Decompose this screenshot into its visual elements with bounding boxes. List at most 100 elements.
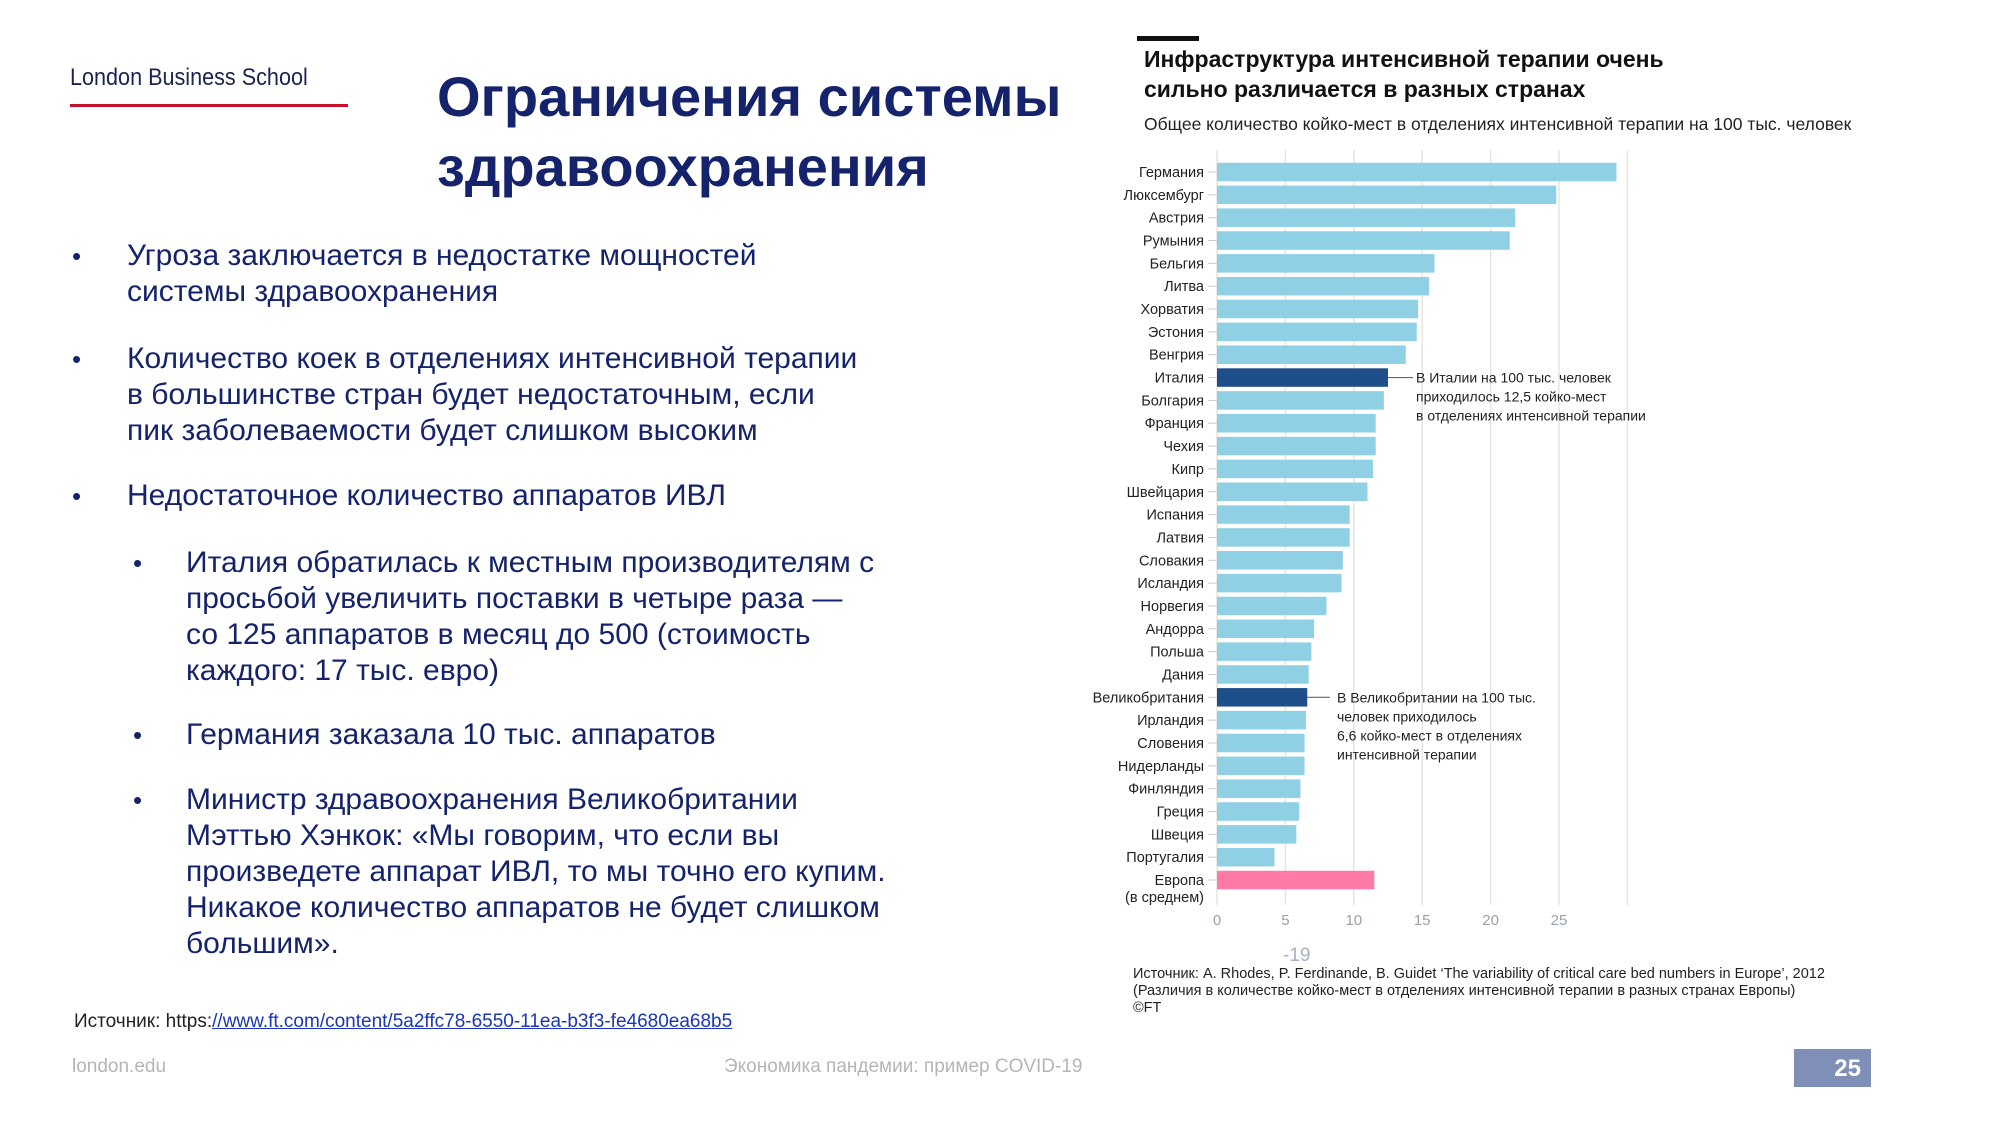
chart-source-line: (Различия в количестве койко-мест в отде… bbox=[1133, 983, 1796, 999]
y-label: Словакия bbox=[1139, 553, 1204, 569]
bar-10 bbox=[1217, 391, 1384, 410]
bullet-icon: • bbox=[133, 548, 143, 578]
annotation-text: 6,6 койко-мест в отделениях bbox=[1337, 727, 1522, 743]
bullet-line: в большинстве стран будет недостаточным,… bbox=[127, 378, 815, 411]
bar-15 bbox=[1217, 505, 1350, 524]
annotation-text: приходилось 12,5 койко-мест bbox=[1416, 389, 1607, 405]
y-label: Кипр bbox=[1172, 462, 1204, 478]
chart-accent-bar bbox=[1137, 36, 1199, 41]
y-label: Дания bbox=[1162, 667, 1204, 683]
footer-title: Экономика пандемии: пример COVID-19 bbox=[724, 1056, 1083, 1077]
bar-30 bbox=[1217, 847, 1275, 867]
chart-title-line: Инфраструктура интенсивной терапии очень bbox=[1144, 46, 1664, 72]
y-label: Италия bbox=[1155, 371, 1204, 387]
source-link[interactable]: //www.ft.com/content/5a2ffc78-6550-11ea-… bbox=[212, 1011, 733, 1032]
y-label: Австрия bbox=[1149, 211, 1204, 227]
y-label: Швейцария bbox=[1127, 485, 1204, 501]
footer-site: london.edu bbox=[72, 1056, 167, 1077]
y-label: Венгрия bbox=[1149, 348, 1204, 364]
bar-24 bbox=[1217, 710, 1306, 730]
bar-23 bbox=[1217, 688, 1308, 707]
annotation-text: в отделениях интенсивной терапии bbox=[1416, 408, 1646, 424]
y-label: Болгария bbox=[1141, 393, 1204, 409]
y-label: Люксембург bbox=[1124, 188, 1204, 204]
y-label: Португалия bbox=[1126, 850, 1204, 866]
y-label: Франция bbox=[1145, 416, 1204, 432]
bullet-item: Германия заказала 10 тыс. аппаратов bbox=[186, 717, 716, 753]
y-label: Румыния bbox=[1143, 234, 1204, 250]
bullet-line: Никакое количество аппаратов не будет сл… bbox=[186, 891, 880, 924]
bullet-item: Угроза заключается в недостатке мощносте… bbox=[127, 238, 757, 310]
bullet-line: Мэттью Хэнкок: «Мы говорим, что если вы bbox=[186, 819, 780, 852]
bar-4 bbox=[1217, 254, 1435, 273]
y-label: Андорра bbox=[1146, 622, 1205, 638]
bar-5 bbox=[1217, 276, 1430, 296]
bar-19 bbox=[1217, 596, 1327, 616]
bullet-icon: • bbox=[133, 785, 143, 815]
bullet-line: Германия заказала 10 тыс. аппаратов bbox=[186, 718, 716, 751]
bullet-icon: • bbox=[72, 481, 82, 511]
annotation-text: интенсивной терапии bbox=[1337, 746, 1477, 762]
y-label: Греция bbox=[1157, 805, 1204, 821]
y-label: Ирландия bbox=[1137, 713, 1204, 729]
bullet-line: Министр здравоохранения Великобритании bbox=[186, 783, 798, 816]
y-label: Великобритания bbox=[1093, 690, 1204, 706]
bar-18 bbox=[1217, 573, 1342, 593]
chart-source: Источник: A. Rhodes, P. Ferdinande, B. G… bbox=[1133, 966, 1825, 1017]
bar-0 bbox=[1217, 162, 1617, 182]
bullet-line: Угроза заключается в недостатке мощносте… bbox=[127, 239, 757, 272]
logo-underline bbox=[70, 104, 348, 107]
y-label: Испания bbox=[1146, 508, 1204, 524]
bullet-item: Министр здравоохранения Великобритании Мэ… bbox=[186, 782, 886, 962]
bar-25 bbox=[1217, 733, 1305, 753]
title-line: Ограничения системы bbox=[437, 65, 1062, 128]
bar-2 bbox=[1217, 208, 1516, 227]
bar-20 bbox=[1217, 619, 1315, 639]
bullet-icon: • bbox=[133, 720, 143, 750]
x-tick-label: 0 bbox=[1213, 912, 1221, 929]
bar-1 bbox=[1217, 185, 1557, 205]
chart-title: Инфраструктура интенсивной терапии очень… bbox=[1144, 44, 1664, 104]
y-label: Бельгия bbox=[1150, 256, 1204, 272]
bullet-item: Количество коек в отделениях интенсивной… bbox=[127, 341, 857, 449]
y-label: Чехия bbox=[1163, 439, 1204, 455]
x-tick-label: 20 bbox=[1482, 912, 1499, 929]
bullet-icon: • bbox=[72, 241, 82, 271]
x-tick-label: 15 bbox=[1414, 912, 1431, 929]
x-tick-label: 10 bbox=[1345, 912, 1362, 929]
page-title: Ограничения системы здравоохранения bbox=[437, 62, 1061, 202]
bar-11 bbox=[1217, 413, 1376, 433]
chart-source-line: Источник: A. Rhodes, P. Ferdinande, B. G… bbox=[1133, 966, 1825, 982]
y-label: Хорватия bbox=[1140, 302, 1204, 318]
bar-29 bbox=[1217, 825, 1297, 844]
bar-16 bbox=[1217, 528, 1350, 547]
bullet-line: просьбой увеличить поставки в четыре раз… bbox=[186, 582, 843, 615]
y-label: Латвия bbox=[1156, 530, 1204, 546]
y-label: Швеция bbox=[1151, 827, 1204, 843]
bullet-line: пик заболеваемости будет слишком высоким bbox=[127, 414, 758, 447]
y-label: (в среднем) bbox=[1125, 890, 1204, 906]
bullet-line: Италия обратилась к местным производител… bbox=[186, 546, 875, 579]
source-prefix: Источник: https: bbox=[74, 1011, 213, 1032]
chart-fragment-text: -19 bbox=[1283, 945, 1311, 966]
y-label: Нидерланды bbox=[1118, 759, 1204, 775]
chart-source-line: ©FT bbox=[1133, 1000, 1162, 1016]
lbs-logo: London Business School bbox=[70, 64, 308, 91]
bar-9 bbox=[1217, 368, 1388, 387]
annotation-text: В Великобритании на 100 тыс. bbox=[1337, 689, 1536, 705]
bar-7 bbox=[1217, 322, 1417, 342]
chart-title-line: сильно различается в разных странах bbox=[1144, 76, 1586, 102]
annotation-text: человек приходилось bbox=[1337, 708, 1477, 724]
bar-28 bbox=[1217, 802, 1300, 821]
bullet-icon: • bbox=[72, 344, 82, 374]
y-label: Литва bbox=[1164, 279, 1205, 295]
x-tick-label: 25 bbox=[1551, 912, 1568, 929]
bullet-line: системы здравоохранения bbox=[127, 275, 499, 308]
y-label: Норвегия bbox=[1141, 599, 1204, 615]
bullet-line: Количество коек в отделениях интенсивной… bbox=[127, 342, 858, 375]
bullet-line: произведете аппарат ИВЛ, то мы точно его… bbox=[186, 855, 886, 888]
x-tick-label: 5 bbox=[1281, 912, 1289, 929]
y-label: Словения bbox=[1137, 736, 1204, 752]
bar-21 bbox=[1217, 642, 1312, 661]
